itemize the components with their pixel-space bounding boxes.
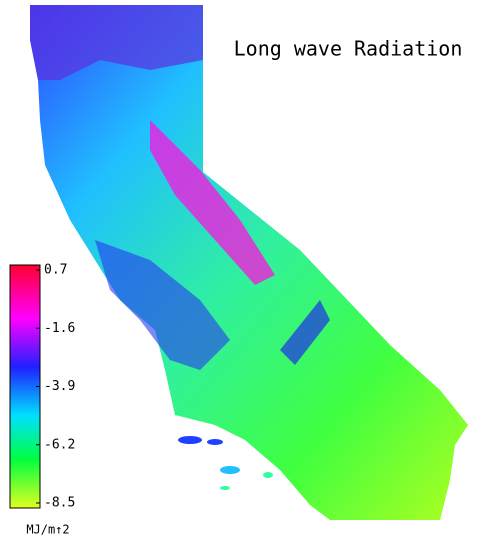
- colorbar: [9, 264, 41, 509]
- map-title: Long wave Radiation: [234, 37, 463, 61]
- california-map: [30, 5, 468, 520]
- colorbar-unit: MJ/m↑2: [26, 523, 69, 537]
- colorbar-tick-label: -8.5: [44, 496, 75, 511]
- colorbar-tick-label: -3.9: [44, 379, 75, 394]
- colorbar-ticks: 0.7 -1.6 -3.9 -6.2 -8.5: [36, 263, 75, 511]
- colorbar-tick-label: -6.2: [44, 437, 75, 452]
- colorbar-tick-label: 0.7: [44, 263, 67, 278]
- colorbar-tick-label: -1.6: [44, 321, 75, 336]
